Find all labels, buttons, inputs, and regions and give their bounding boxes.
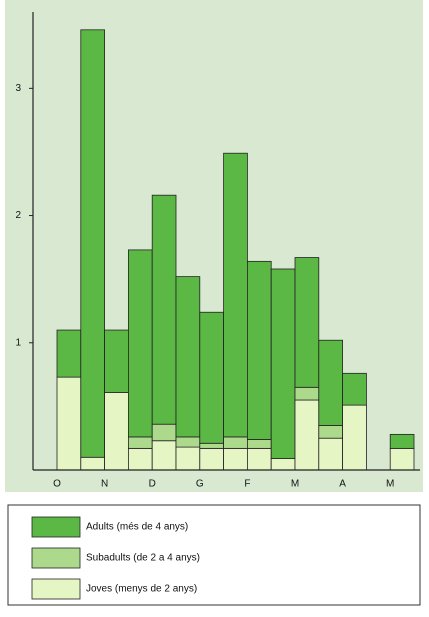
bar-segment bbox=[389, 433, 415, 449]
bar-segment bbox=[80, 456, 106, 471]
bar-segment bbox=[318, 339, 343, 426]
bar-segment bbox=[342, 372, 367, 406]
bar-segment bbox=[318, 425, 343, 439]
legend-label: Subadults (de 2 a 4 anys) bbox=[86, 553, 200, 564]
bar-segment bbox=[175, 436, 201, 448]
x-tick-label: G bbox=[196, 479, 204, 490]
bar-segment bbox=[223, 447, 248, 471]
bar-segment bbox=[175, 446, 201, 471]
x-tick-label: D bbox=[149, 479, 156, 490]
bar-segment bbox=[104, 391, 129, 471]
y-tick-label: 2 bbox=[15, 210, 21, 221]
bar-segment bbox=[56, 376, 82, 471]
bar-segment bbox=[318, 437, 343, 471]
bar-segment bbox=[246, 447, 272, 471]
bar-segment bbox=[294, 386, 320, 401]
bar-segment bbox=[80, 29, 106, 458]
bar-segment bbox=[294, 399, 320, 471]
x-tick-label: M bbox=[291, 479, 299, 490]
bar-segment bbox=[389, 447, 415, 471]
legend-swatch bbox=[31, 547, 81, 569]
bar-segment bbox=[151, 194, 177, 425]
bar-segment bbox=[223, 152, 248, 438]
bar-segment bbox=[56, 329, 82, 378]
bar-segment bbox=[151, 423, 177, 442]
bar-segment bbox=[104, 329, 129, 393]
bar-segment bbox=[199, 311, 225, 444]
legend-swatch bbox=[31, 516, 81, 538]
legend-swatch bbox=[31, 578, 81, 600]
legend-label: Joves (menys de 2 anys) bbox=[86, 584, 197, 595]
bar-segment bbox=[127, 249, 153, 438]
bar-segment bbox=[294, 257, 320, 388]
x-tick-label: N bbox=[101, 479, 108, 490]
x-tick-label: A bbox=[339, 479, 346, 490]
bar-segment bbox=[270, 458, 296, 471]
bar-segment bbox=[199, 447, 225, 471]
y-tick-label: 3 bbox=[15, 83, 21, 94]
bar-segment bbox=[199, 442, 225, 449]
bar-segment bbox=[246, 439, 272, 449]
x-tick-label: F bbox=[244, 479, 250, 490]
bar-segment bbox=[246, 260, 272, 440]
bar-segment bbox=[342, 404, 367, 471]
y-tick-label: 1 bbox=[15, 337, 21, 348]
x-tick-label: M bbox=[386, 479, 394, 490]
bar-segment bbox=[270, 268, 296, 459]
bar-segment bbox=[127, 436, 153, 449]
legend-label: Adults (més de 4 anys) bbox=[86, 522, 188, 533]
bar-segment bbox=[223, 436, 248, 449]
bar-segment bbox=[151, 440, 177, 471]
bar-segment bbox=[127, 447, 153, 471]
bar-segment bbox=[175, 276, 201, 438]
x-tick-label: O bbox=[53, 479, 61, 490]
